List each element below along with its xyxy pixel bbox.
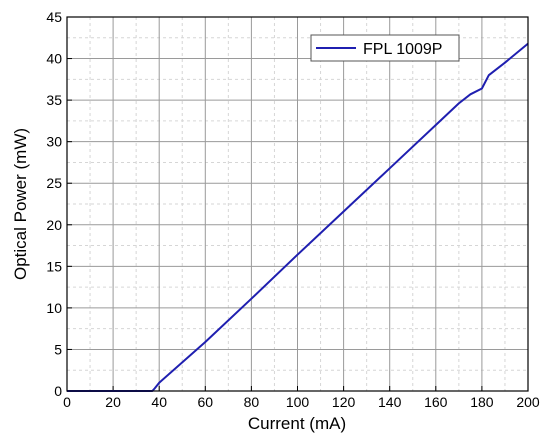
x-tick-label: 120 bbox=[332, 394, 356, 410]
y-axis-label: Optical Power (mW) bbox=[11, 128, 30, 280]
x-tick-label: 100 bbox=[286, 394, 310, 410]
series-group bbox=[67, 42, 529, 392]
y-tick-label: 15 bbox=[46, 258, 62, 274]
y-tick-label: 20 bbox=[46, 217, 62, 233]
x-axis-label: Current (mA) bbox=[248, 414, 346, 433]
y-tick-label: 45 bbox=[46, 9, 62, 25]
x-tick-label: 80 bbox=[244, 394, 260, 410]
x-tick-label: 20 bbox=[105, 394, 121, 410]
x-tick-label: 200 bbox=[516, 394, 540, 410]
legend: FPL 1009P bbox=[310, 34, 460, 62]
y-tick-label: 0 bbox=[54, 383, 62, 399]
legend-label: FPL 1009P bbox=[363, 41, 442, 58]
x-tick-label: 0 bbox=[63, 394, 71, 410]
y-tick-label: 25 bbox=[46, 175, 62, 191]
axis-ticks: 0 20 40 60 80 100 120 140 160 180 200 0 5 10 15 20 25 30 3… bbox=[46, 9, 539, 410]
x-tick-label: 140 bbox=[378, 394, 402, 410]
x-tick-label: 60 bbox=[198, 394, 214, 410]
y-tick-label: 5 bbox=[54, 341, 62, 357]
y-tick-label: 30 bbox=[46, 134, 62, 150]
x-tick-label: 40 bbox=[151, 394, 167, 410]
gridlines bbox=[66, 16, 529, 392]
x-tick-label: 180 bbox=[470, 394, 494, 410]
y-tick-label: 40 bbox=[46, 51, 62, 67]
y-tick-label: 10 bbox=[46, 300, 62, 316]
series-line bbox=[67, 42, 529, 392]
plot-frame bbox=[66, 16, 529, 392]
x-tick-label: 160 bbox=[424, 394, 448, 410]
y-tick-label: 35 bbox=[46, 92, 62, 108]
